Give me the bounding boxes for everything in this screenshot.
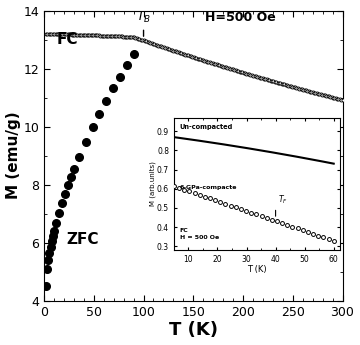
X-axis label: T (K): T (K) (169, 322, 218, 339)
Text: FC: FC (57, 32, 78, 47)
Text: ZFC: ZFC (66, 232, 98, 247)
Text: H=500 Oe: H=500 Oe (205, 11, 276, 24)
Y-axis label: M (emu/g): M (emu/g) (5, 112, 21, 199)
Text: $T_B$: $T_B$ (136, 9, 151, 24)
